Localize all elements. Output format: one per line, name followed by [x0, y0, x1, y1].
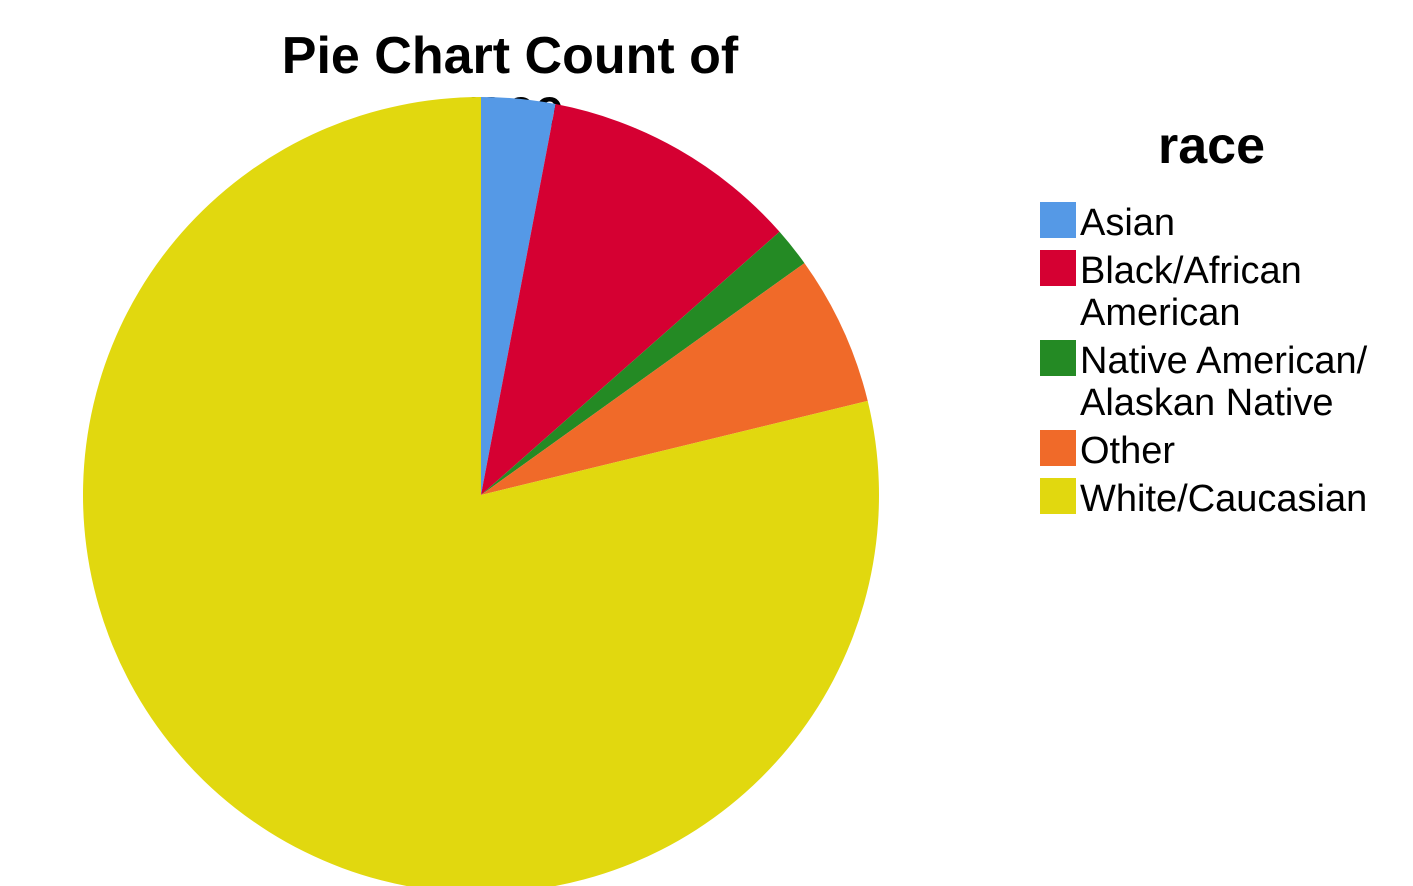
legend-label: Native American/ Alaskan Native: [1080, 340, 1368, 424]
pie-slice-other: [481, 263, 868, 495]
pie-slice-asian: [481, 97, 556, 495]
legend-item-black-african-american: Black/African American: [1040, 250, 1410, 334]
legend-item-white-caucasian: White/Caucasian: [1040, 478, 1410, 520]
pie-slice-native-american-alaskan-native: [481, 231, 805, 495]
legend-swatch: [1040, 340, 1076, 376]
legend-label: Asian: [1080, 202, 1176, 244]
legend-items: Asian Black/African American Native Americ…: [1040, 202, 1410, 520]
legend-title: race: [1158, 117, 1265, 175]
legend-swatch: [1040, 250, 1076, 286]
legend-item-other: Other: [1040, 430, 1410, 472]
legend-item-asian: Asian: [1040, 202, 1410, 244]
pie-slice-black-african-american: [481, 104, 780, 495]
legend: race Asian Black/African American Native A…: [1040, 120, 1410, 526]
legend-label: Other: [1080, 430, 1176, 472]
legend-swatch: [1040, 430, 1076, 466]
legend-swatch: [1040, 202, 1076, 238]
legend-swatch: [1040, 478, 1076, 514]
legend-label: White/Caucasian: [1080, 478, 1368, 520]
pie-slice-white-caucasian: [83, 97, 879, 886]
legend-item-native-american-alaskan-native: Native American/ Alaskan Native: [1040, 340, 1410, 424]
pie-plot-area: [83, 97, 879, 886]
legend-label: Black/African American: [1080, 250, 1302, 334]
